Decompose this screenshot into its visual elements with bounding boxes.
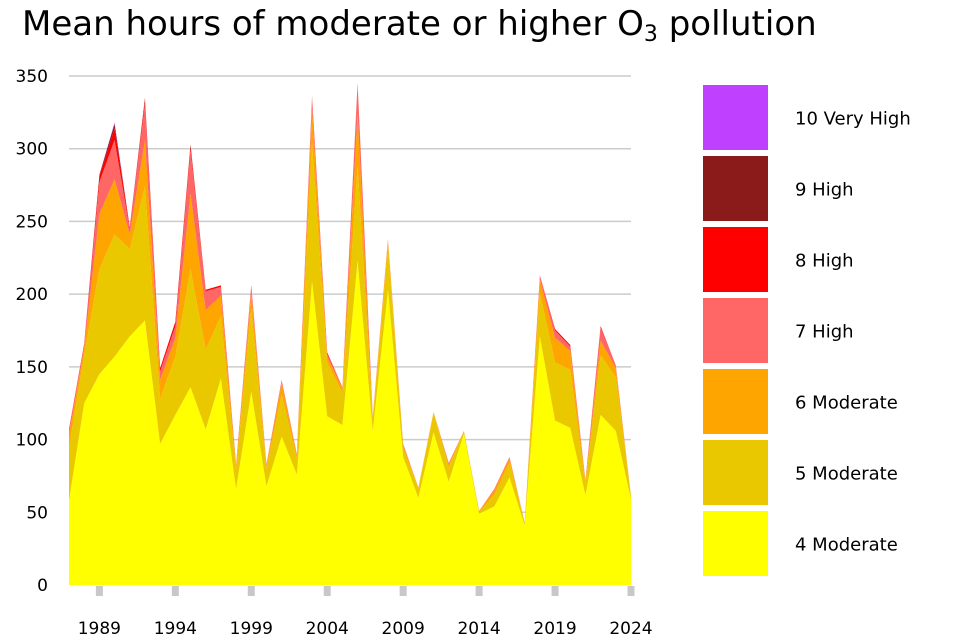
x-tick-label-2024: 2024: [609, 619, 652, 639]
legend-label-7-high: 7 High: [795, 322, 854, 343]
chart-title-tail: pollution: [657, 4, 817, 44]
legend-swatch-9-high: [703, 156, 768, 221]
x-tick-label-1994: 1994: [154, 619, 197, 639]
y-tick-label-250: 250: [16, 212, 48, 232]
area-series-6-moderate: [69, 109, 631, 523]
legend: 10 Very High 9 High 8 High 7 High 6 Moderate…: [703, 85, 911, 576]
legend-label-4-moderate: 4 Moderate: [795, 535, 898, 556]
chart-title: Mean hours of moderate or higher O3 poll…: [22, 4, 817, 47]
y-tick-label-0: 0: [37, 576, 48, 596]
x-tick-mark-1989: [95, 586, 103, 596]
x-tick-label-1989: 1989: [78, 619, 121, 639]
legend-swatch-4-moderate: [703, 511, 768, 576]
x-tick-label-2004: 2004: [306, 619, 349, 639]
x-tick-mark-2014: [475, 586, 483, 596]
legend-swatch-7-high: [703, 298, 768, 363]
y-tick-label-150: 150: [16, 358, 48, 378]
legend-label-5-moderate: 5 Moderate: [795, 464, 898, 485]
legend-label-8-high: 8 High: [795, 251, 854, 272]
x-tick-mark-2024: [627, 586, 635, 596]
axes: 0 50 100 150 200 250 300 350 1989 1994 1999 2004 200…: [16, 67, 653, 639]
x-tick-mark-2009: [399, 586, 407, 596]
x-tick-label-1999: 1999: [230, 619, 273, 639]
x-tick-mark-2019: [551, 586, 559, 596]
legend-swatch-10-very-high: [703, 85, 768, 150]
legend-swatch-6-moderate: [703, 369, 768, 434]
legend-label-6-moderate: 6 Moderate: [795, 393, 898, 414]
legend-swatch-8-high: [703, 227, 768, 292]
y-tick-label-300: 300: [16, 140, 48, 160]
area-series-5-moderate: [69, 142, 631, 526]
chart-title-main: Mean hours of moderate or higher O: [22, 4, 644, 44]
chart-title-subscript: 3: [643, 22, 658, 47]
x-tick-label-2009: 2009: [382, 619, 425, 639]
x-tick-mark-1999: [247, 586, 255, 596]
y-tick-label-200: 200: [16, 285, 48, 305]
x-tick-label-2014: 2014: [457, 619, 500, 639]
x-tick-mark-1994: [171, 586, 179, 596]
area-series-4-moderate: [69, 260, 631, 585]
y-tick-label-100: 100: [16, 431, 48, 451]
y-tick-label-50: 50: [26, 503, 48, 523]
plot-areas: [69, 83, 631, 585]
x-tick-mark-2004: [323, 586, 331, 596]
y-tick-label-350: 350: [16, 67, 48, 87]
legend-swatch-5-moderate: [703, 440, 768, 505]
legend-label-9-high: 9 High: [795, 180, 854, 201]
x-tick-label-2019: 2019: [533, 619, 576, 639]
legend-label-10-very-high: 10 Very High: [795, 109, 911, 130]
